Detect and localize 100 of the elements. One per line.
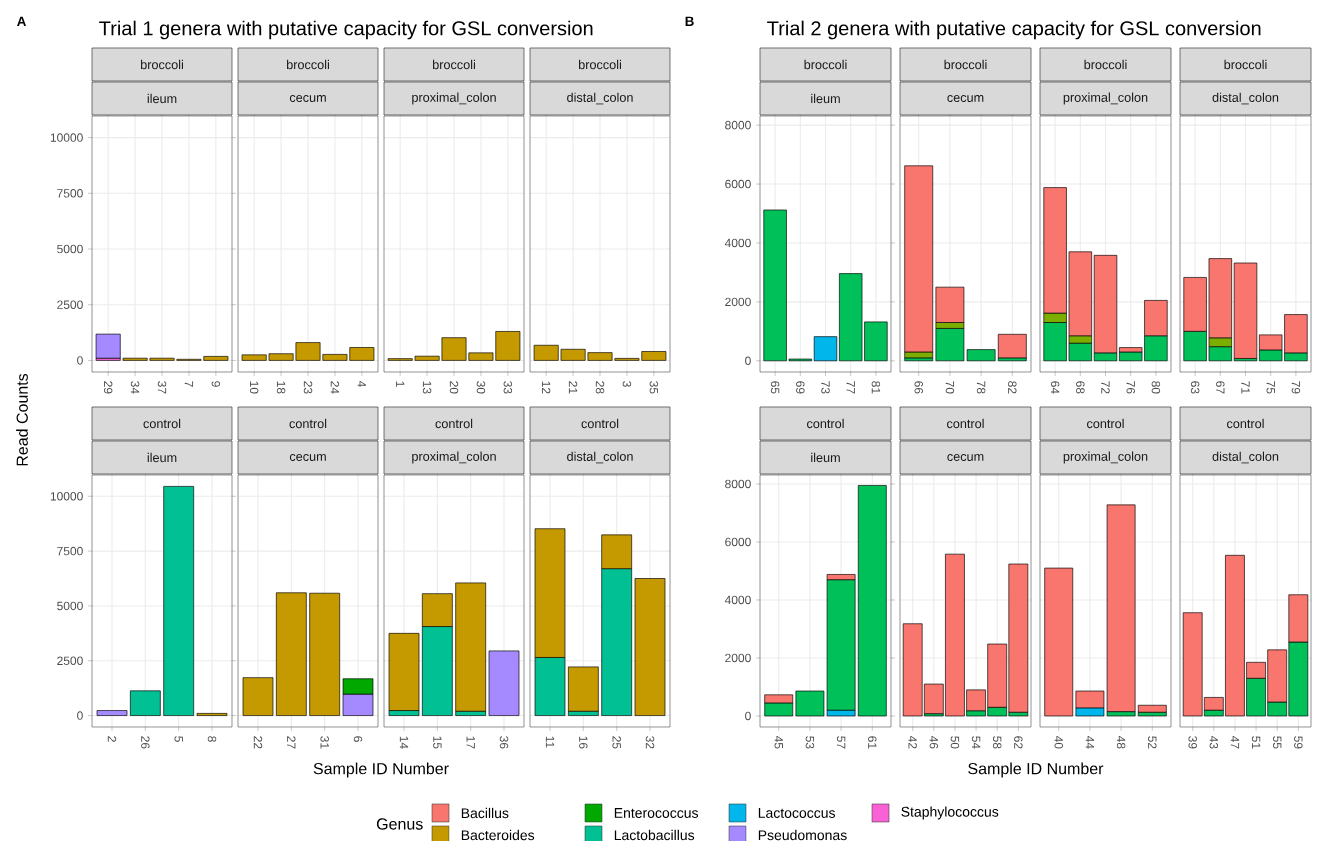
x-tick-label: 8 (207, 736, 217, 742)
chart-title: control (435, 418, 473, 429)
bar (568, 666, 599, 712)
bar (130, 690, 161, 716)
x-tick-label: 35 (649, 381, 659, 394)
x-axis-title: Sample ID Number (968, 762, 1104, 778)
x-tick-label: 59 (1294, 736, 1303, 749)
chart-title: broccoli (287, 59, 329, 70)
x-tick-label: 2 (107, 736, 117, 742)
x-tick-label: 27 (287, 736, 296, 749)
y-tick-label: 8000 (725, 479, 751, 489)
bar (488, 650, 520, 716)
x-tick-label: 16 (579, 736, 588, 749)
legend-label: Lactobacillus (614, 829, 695, 841)
bar (813, 336, 838, 362)
y-tick-label: 2500 (57, 300, 83, 309)
text: Trial 1 genera with putative capacity for GSL conversion (99, 20, 593, 40)
x-tick-label: 36 (499, 736, 509, 749)
y-tick-label: 10000 (50, 492, 83, 501)
bar (309, 592, 341, 716)
text: B (685, 16, 694, 26)
y-tick-label: 0 (77, 711, 83, 720)
x-tick-label: 9 (211, 381, 221, 387)
x-tick-label: 7 (184, 381, 194, 387)
x-tick-label: 81 (871, 381, 881, 394)
x-tick-label: 11 (545, 736, 555, 748)
y-tick-label: 6000 (725, 537, 751, 547)
x-tick-label: 76 (1126, 381, 1135, 394)
x-tick-label: 1 (396, 381, 405, 387)
x-tick-label: 57 (836, 736, 846, 749)
legend-label: Bacillus (461, 807, 509, 819)
x-tick-label: 5 (174, 736, 183, 742)
chart-title: control (807, 418, 844, 429)
x-tick-label: 34 (130, 381, 140, 394)
x-tick-label: 42 (908, 735, 917, 749)
x-tick-label: 6 (353, 736, 363, 742)
x-tick-label: 70 (945, 381, 955, 394)
x-tick-label: 14 (399, 736, 409, 749)
x-tick-label: 23 (303, 381, 313, 394)
chart-subtitle: distal_colon (567, 451, 633, 464)
y-tick-label: 4000 (724, 595, 751, 605)
chart-title: control (1087, 418, 1124, 429)
x-tick-label: 48 (1116, 735, 1126, 749)
y-tick-label: 0 (745, 711, 751, 721)
chart-subtitle: cecum (947, 95, 984, 102)
bar (163, 486, 195, 716)
x-tick-label: 55 (1273, 736, 1282, 749)
y-tick-label: 7500 (57, 546, 83, 556)
x-tick-label: 32 (645, 736, 655, 749)
bar (242, 677, 274, 716)
chart-title: control (143, 418, 181, 429)
bar (196, 713, 228, 716)
x-tick-label: 80 (1151, 381, 1161, 394)
chart-title: broccoli (579, 59, 621, 70)
y-tick-label: 2000 (725, 297, 751, 307)
x-tick-label: 62 (1014, 736, 1023, 749)
y-tick-label: 5000 (57, 601, 83, 611)
x-tick-label: 66 (914, 381, 923, 394)
x-tick-label: 73 (821, 381, 830, 394)
chart-title: broccoli (1224, 59, 1267, 70)
x-tick-label: 46 (929, 735, 939, 749)
y-tick-label: 2000 (725, 653, 751, 663)
x-tick-label: 29 (103, 381, 113, 394)
bar (455, 582, 487, 712)
x-tick-label: 75 (1266, 381, 1275, 394)
x-tick-label: 22 (253, 736, 263, 749)
y-tick-label: 2500 (57, 656, 83, 666)
chart-title: control (289, 418, 327, 429)
chart-title: control (1227, 418, 1264, 429)
x-tick-label: 37 (157, 381, 167, 394)
chart-subtitle: cecum (947, 454, 984, 461)
chart-title: broccoli (433, 59, 475, 70)
x-tick-label: 68 (1076, 381, 1085, 394)
chart-subtitle: proximal_colon (412, 92, 496, 105)
x-tick-label: 12 (541, 381, 551, 394)
x-axis-title: Sample ID Number (313, 762, 449, 778)
chart-title: broccoli (944, 59, 987, 70)
bar (1137, 704, 1167, 713)
legend-title: Genus (376, 818, 423, 830)
x-tick-label: 65 (770, 381, 780, 394)
x-tick-label: 28 (595, 381, 605, 394)
x-tick-label: 63 (1190, 381, 1200, 394)
x-tick-label: 26 (141, 736, 150, 749)
x-tick-label: 64 (1050, 381, 1060, 394)
x-tick-label: 45 (774, 735, 783, 749)
chart-title: control (581, 418, 619, 429)
x-tick-label: 18 (276, 381, 286, 394)
chart-subtitle: ileum (811, 93, 840, 104)
x-tick-label: 17 (466, 736, 475, 749)
y-tick-label: 10000 (50, 133, 83, 142)
x-tick-label: 58 (992, 736, 1002, 749)
legend-label: Staphylococcus (901, 806, 999, 820)
chart-title: control (947, 418, 984, 429)
bar (1044, 567, 1074, 717)
x-tick-label: 20 (449, 381, 459, 394)
chart-subtitle: cecum (289, 95, 326, 102)
y-tick-label: 0 (745, 356, 751, 366)
y-axis-title: Read Counts (16, 373, 28, 466)
chart-subtitle: distal_colon (1212, 451, 1279, 464)
x-tick-label: 47 (1230, 735, 1240, 749)
